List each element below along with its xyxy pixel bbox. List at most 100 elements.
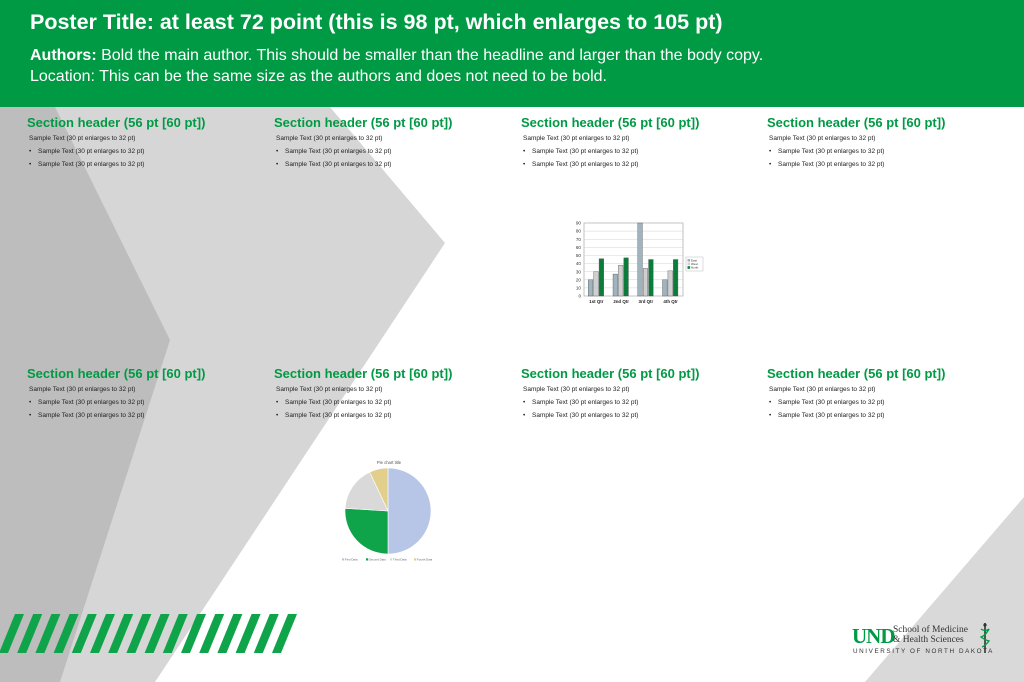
legend-swatch bbox=[687, 266, 691, 269]
bar bbox=[618, 264, 624, 297]
stripe bbox=[217, 614, 243, 653]
bullet-item: Sample Text (30 pt enlarges to 32 pt) bbox=[276, 161, 516, 168]
section-5: Section header (56 pt [60 pt]) Sample Te… bbox=[27, 366, 269, 425]
section-bullets: Sample Text (30 pt enlarges to 32 pt) Sa… bbox=[29, 399, 269, 419]
y-tick-label: 30 bbox=[576, 269, 582, 274]
legend-swatch bbox=[342, 558, 345, 561]
pie-slice bbox=[387, 467, 432, 555]
section-header: Section header (56 pt [60 pt]) bbox=[27, 366, 206, 381]
bullet-item: Sample Text (30 pt enlarges to 32 pt) bbox=[29, 148, 269, 155]
section-header: Section header (56 pt [60 pt]) bbox=[27, 115, 206, 130]
legend-label: First Data bbox=[345, 557, 358, 561]
stripe bbox=[199, 614, 225, 653]
section-text: Sample Text (30 pt enlarges to 32 pt) bbox=[769, 135, 876, 142]
pie-chart: Pie chart title First Data Second Data Thir… bbox=[342, 460, 433, 561]
section-8: Section header (56 pt [60 pt]) Sample Te… bbox=[767, 366, 1009, 425]
authors-label: Authors: bbox=[30, 47, 97, 64]
caduceus-icon bbox=[980, 623, 990, 653]
section-header: Section header (56 pt [60 pt]) bbox=[767, 115, 946, 130]
stripe bbox=[126, 614, 152, 653]
section-bullets: Sample Text (30 pt enlarges to 32 pt) Sa… bbox=[523, 148, 763, 168]
y-tick-label: 10 bbox=[576, 285, 582, 290]
y-tick-label: 50 bbox=[576, 253, 582, 258]
section-text: Sample Text (30 pt enlarges to 32 pt) bbox=[29, 135, 136, 142]
logo-und-mark: UND bbox=[852, 624, 895, 648]
bullet-item: Sample Text (30 pt enlarges to 32 pt) bbox=[29, 399, 269, 406]
section-2: Section header (56 pt [60 pt]) Sample Te… bbox=[274, 115, 516, 174]
stripe bbox=[253, 614, 279, 653]
decorative-stripes bbox=[0, 614, 297, 653]
stripe bbox=[35, 614, 61, 653]
section-header: Section header (56 pt [60 pt]) bbox=[767, 366, 946, 381]
stripe bbox=[144, 614, 170, 653]
section-header: Section header (56 pt [60 pt]) bbox=[274, 366, 453, 381]
section-bullets: Sample Text (30 pt enlarges to 32 pt) Sa… bbox=[769, 399, 1009, 419]
bar bbox=[598, 258, 604, 297]
section-bullets: Sample Text (30 pt enlarges to 32 pt) Sa… bbox=[769, 148, 1009, 168]
section-7: Section header (56 pt [60 pt]) Sample Te… bbox=[521, 366, 763, 425]
stripe bbox=[0, 614, 24, 653]
legend-swatch bbox=[687, 262, 691, 266]
bullet-item: Sample Text (30 pt enlarges to 32 pt) bbox=[523, 161, 763, 168]
legend-box bbox=[685, 256, 704, 272]
y-tick-label: 60 bbox=[576, 245, 582, 250]
section-3: Section header (56 pt [60 pt]) Sample Te… bbox=[521, 115, 763, 174]
legend-label: Third Data bbox=[393, 557, 407, 561]
stripe bbox=[53, 614, 79, 653]
x-tick-label: 1st Qtr bbox=[589, 299, 603, 304]
pie-slice bbox=[344, 471, 389, 512]
bar bbox=[623, 257, 629, 297]
stripe bbox=[235, 614, 261, 653]
legend-label: Fourth Data bbox=[417, 557, 433, 561]
section-bullets: Sample Text (30 pt enlarges to 32 pt) Sa… bbox=[29, 148, 269, 168]
poster-header: Poster Title: at least 72 point (this is… bbox=[0, 0, 1024, 107]
stripe bbox=[272, 614, 297, 653]
section-text: Sample Text (30 pt enlarges to 32 pt) bbox=[769, 386, 876, 393]
stripe bbox=[71, 614, 97, 653]
bar-chart: 0 10 20 30 40 50 60 70 80 90 1st Qtr 2nd Qtr 3rd Qtr… bbox=[576, 221, 704, 304]
logo-school-line: School of Medicine bbox=[893, 625, 968, 635]
legend-label: West bbox=[691, 262, 698, 266]
bullet-item: Sample Text (30 pt enlarges to 32 pt) bbox=[523, 148, 763, 155]
authors-line: Authors: Bold the main author. This shou… bbox=[30, 47, 763, 65]
bullet-item: Sample Text (30 pt enlarges to 32 pt) bbox=[523, 412, 763, 419]
bar bbox=[662, 279, 668, 297]
legend-swatch bbox=[390, 558, 393, 561]
section-bullets: Sample Text (30 pt enlarges to 32 pt) Sa… bbox=[276, 148, 516, 168]
legend-label: East bbox=[691, 258, 697, 262]
bar bbox=[588, 279, 594, 297]
bar bbox=[673, 259, 679, 297]
bar bbox=[642, 268, 648, 297]
legend-swatch bbox=[366, 558, 369, 561]
bullet-item: Sample Text (30 pt enlarges to 32 pt) bbox=[769, 161, 1009, 168]
x-tick-label: 2nd Qtr bbox=[613, 299, 629, 304]
poster-title: Poster Title: at least 72 point (this is… bbox=[30, 10, 723, 34]
y-tick-label: 20 bbox=[576, 277, 582, 282]
bullet-item: Sample Text (30 pt enlarges to 32 pt) bbox=[276, 399, 516, 406]
logo-university-line: UNIVERSITY OF NORTH DAKOTA bbox=[853, 648, 994, 655]
section-text: Sample Text (30 pt enlarges to 32 pt) bbox=[523, 135, 630, 142]
bar bbox=[637, 222, 643, 297]
section-1: Section header (56 pt [60 pt]) Sample Te… bbox=[27, 115, 269, 174]
pie-slice bbox=[369, 467, 389, 512]
authors-text: Bold the main author. This should be sma… bbox=[96, 47, 764, 64]
section-4: Section header (56 pt [60 pt]) Sample Te… bbox=[767, 115, 1009, 174]
section-header: Section header (56 pt [60 pt]) bbox=[521, 115, 700, 130]
y-tick-label: 40 bbox=[576, 261, 582, 266]
pie-slice bbox=[344, 507, 389, 555]
bar bbox=[593, 271, 599, 297]
x-tick-label: 3rd Qtr bbox=[639, 299, 654, 304]
bullet-item: Sample Text (30 pt enlarges to 32 pt) bbox=[29, 412, 269, 419]
y-tick-label: 90 bbox=[576, 221, 582, 226]
section-6: Section header (56 pt [60 pt]) Sample Te… bbox=[274, 366, 516, 425]
pie-title: Pie chart title bbox=[377, 460, 402, 465]
stripe bbox=[162, 614, 188, 653]
x-tick-label: 4th Qtr bbox=[663, 299, 678, 304]
legend-swatch bbox=[414, 558, 417, 561]
stripe bbox=[181, 614, 206, 653]
bullet-item: Sample Text (30 pt enlarges to 32 pt) bbox=[523, 399, 763, 406]
legend-swatch bbox=[687, 259, 691, 262]
section-bullets: Sample Text (30 pt enlarges to 32 pt) Sa… bbox=[523, 399, 763, 419]
